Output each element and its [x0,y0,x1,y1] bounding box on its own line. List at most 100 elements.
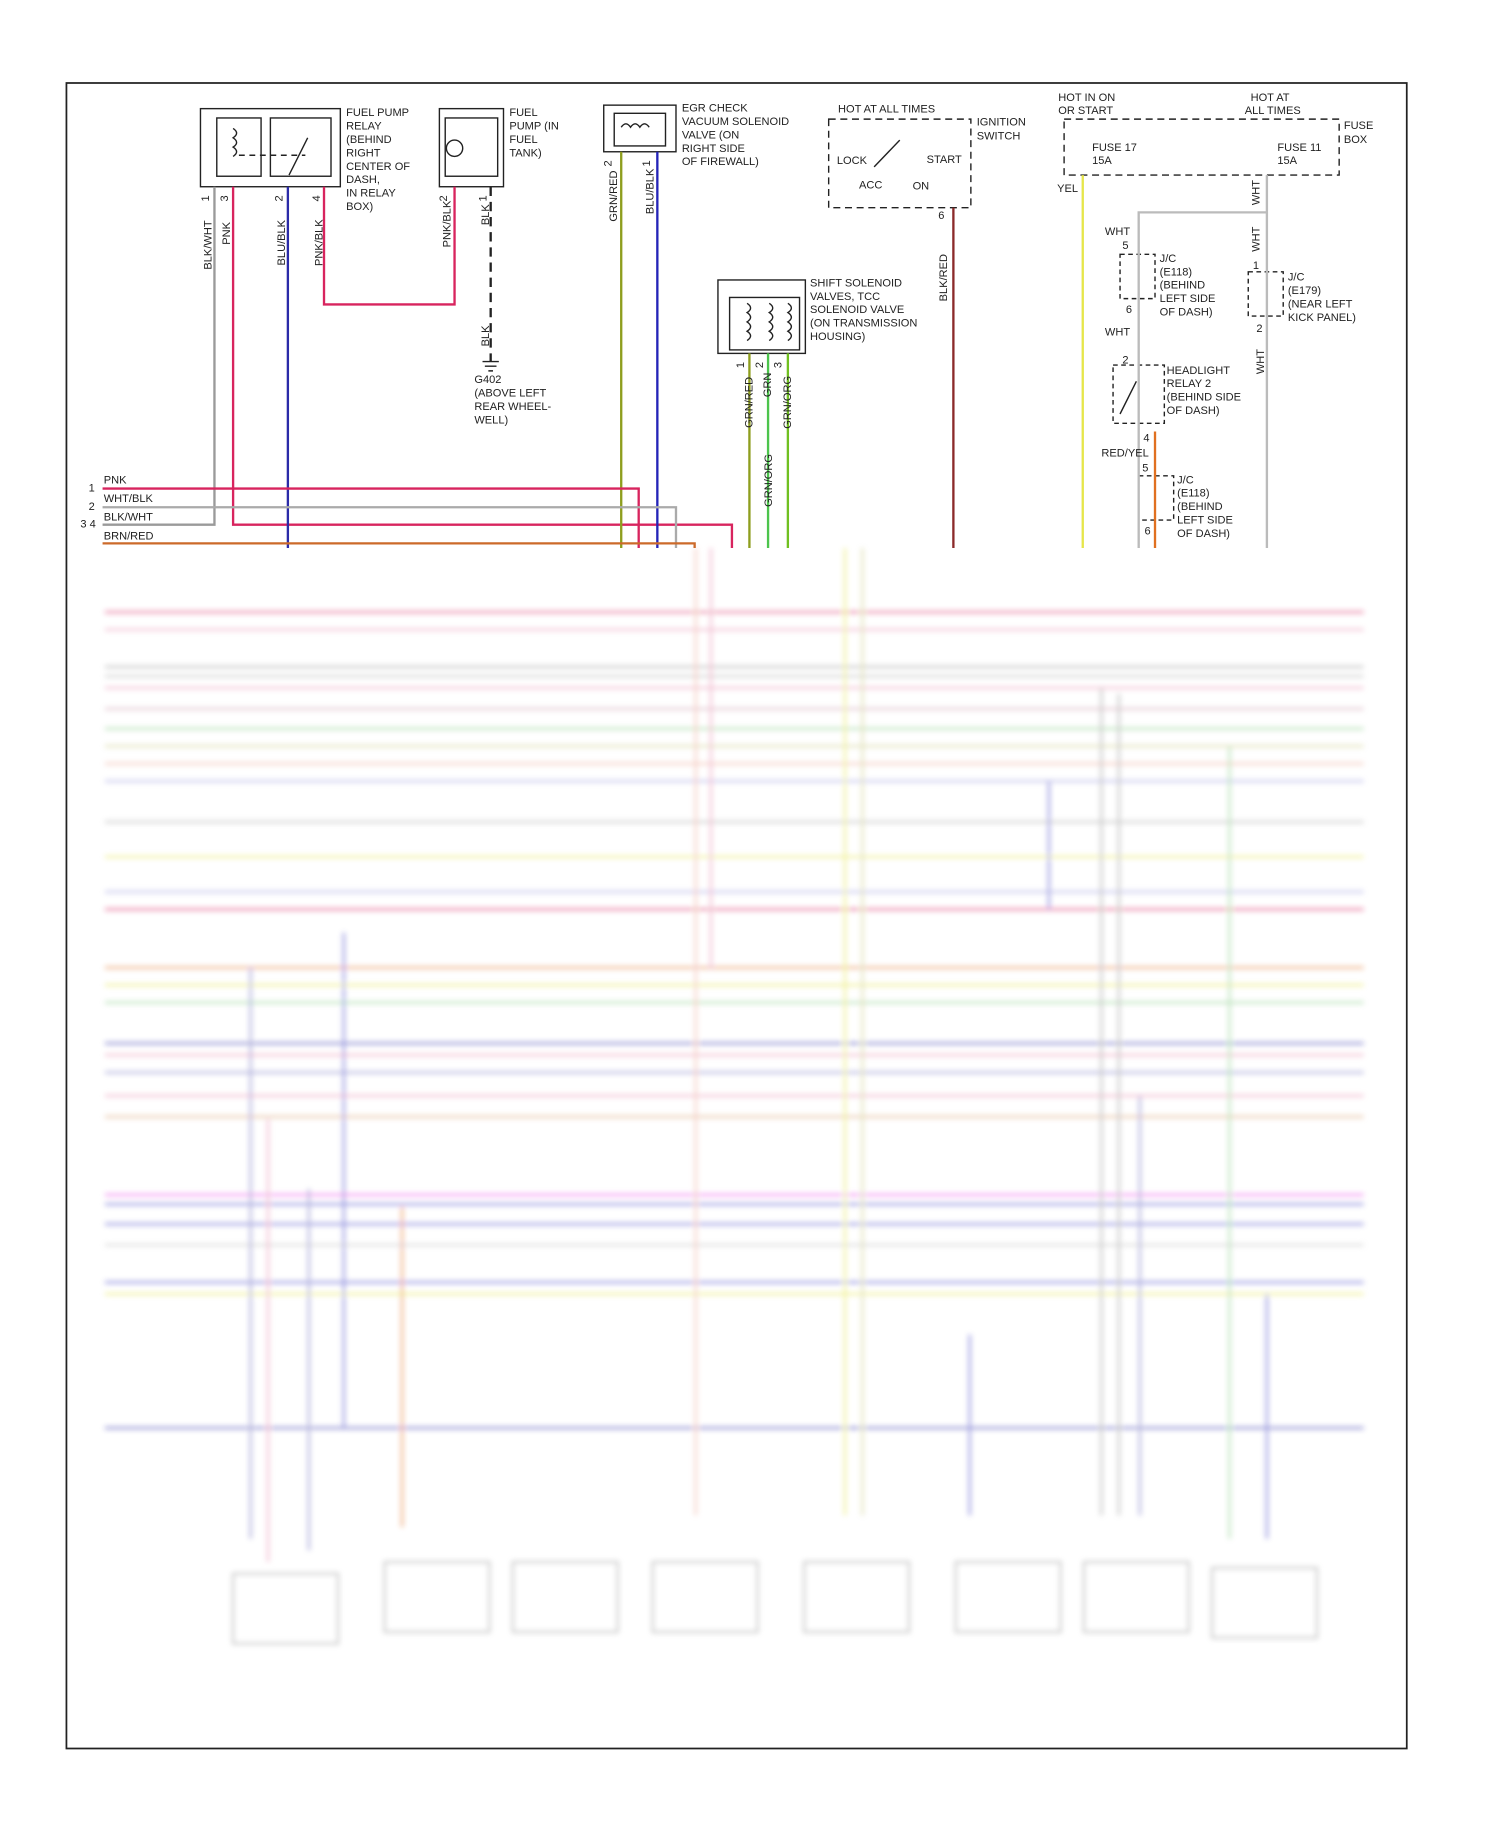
label: BLK/WHT [203,220,215,269]
label: 6 [1145,526,1151,538]
label: OF DASH) [1167,405,1220,417]
label: PUMP (IN [509,121,559,133]
label: 1 [735,362,747,368]
label: 15A [1277,155,1297,167]
label: 1 [478,195,490,201]
label: VACUUM SOLENOID [682,116,789,128]
label: 1 [641,160,653,166]
label: OR START [1058,105,1113,117]
label: ALL TIMES [1245,105,1301,117]
label: (NEAR LEFT [1288,298,1353,310]
label: RED/YEL [1101,448,1148,460]
label: SHIFT SOLENOID [810,277,902,289]
label: DASH, [346,174,380,186]
label: SWITCH [977,131,1021,143]
label: 1 [89,483,95,495]
label: WHT [1250,226,1262,251]
label: LOCK [837,155,868,167]
blurred-component [803,1561,910,1633]
label: HOUSING) [810,331,865,343]
blurred-component [651,1561,759,1633]
label: FUSE 17 [1092,142,1137,154]
label: OF DASH) [1177,528,1230,540]
label: 6 [938,210,944,222]
label: RIGHT SIDE [682,143,745,155]
label: GRN/ORG [763,454,775,507]
label: BLK/RED [938,254,950,301]
label: HOT AT ALL TIMES [838,104,935,116]
label: RIGHT [346,147,381,159]
label: OF FIREWALL) [682,156,759,168]
label: 15A [1092,155,1112,167]
blurred-component [383,1561,491,1633]
blurred-component [954,1561,1062,1633]
label: RELAY 2 [1167,378,1211,390]
label: (BEHIND [1160,280,1205,292]
label: 2 [754,362,766,368]
label: START [927,154,962,166]
label: 6 [1126,304,1132,316]
wires [102,151,1269,549]
label: 1 [1253,260,1259,272]
label: GRN/RED [608,171,620,222]
label: (BEHIND SIDE [1167,392,1241,404]
label: EGR CHECK [682,103,748,115]
label: PNK [104,474,127,486]
label: GRN [762,373,774,398]
label: VALVE (ON [682,129,739,141]
label: ON [913,181,930,193]
label: YEL [1057,183,1078,195]
label: FUEL [509,134,537,146]
label: BRN/RED [104,530,154,542]
label: WHT/BLK [104,493,154,505]
label: 2 [1122,354,1128,366]
label: J/C [1288,272,1305,284]
label: 1 [200,195,212,201]
label: FUSE 11 [1277,142,1321,154]
label: WHT [1255,349,1267,374]
label: BLU/BLK [644,168,656,214]
label: HOT AT [1251,92,1290,104]
label: G402 [474,374,501,386]
label: TANK) [509,147,541,159]
label: VALVES, TCC [810,291,880,303]
frame [65,82,1408,1750]
blurred-component [1211,1566,1318,1639]
label: OF DASH) [1160,307,1213,319]
label: J/C [1160,253,1177,265]
label: PNK/BLK [441,200,453,247]
label: (E118) [1177,488,1209,500]
label: RELAY [346,121,382,133]
label: FUEL PUMP [346,107,409,119]
blurred-component [232,1572,339,1645]
label: 4 [311,195,323,201]
label: LEFT SIDE [1177,515,1233,527]
label: HOT IN ON [1058,92,1115,104]
label: 2 [602,160,614,166]
blurred-area [104,548,1364,1645]
label: CENTER OF [346,161,410,173]
label: WHT [1250,180,1262,205]
label: 2 [89,501,95,513]
label: (BEHIND [346,134,391,146]
label: LEFT SIDE [1160,293,1216,305]
label: (BEHIND [1177,501,1222,513]
label: BLK [480,325,492,347]
blurred-component [511,1561,619,1633]
label: WELL) [474,414,508,426]
label: BOX [1344,134,1368,146]
label: GRN/RED [743,377,755,428]
label: IGNITION [977,117,1026,129]
label: 3 [772,362,784,368]
label: (E179) [1288,285,1321,297]
label: 3 [219,195,231,201]
label: PNK [221,221,233,244]
label: BLK [480,204,492,226]
label: 5 [1122,240,1128,252]
label: FUSE [1344,120,1374,132]
label: SOLENOID VALVE [810,304,904,316]
label: ACC [859,179,882,191]
label: 2 [274,195,286,201]
